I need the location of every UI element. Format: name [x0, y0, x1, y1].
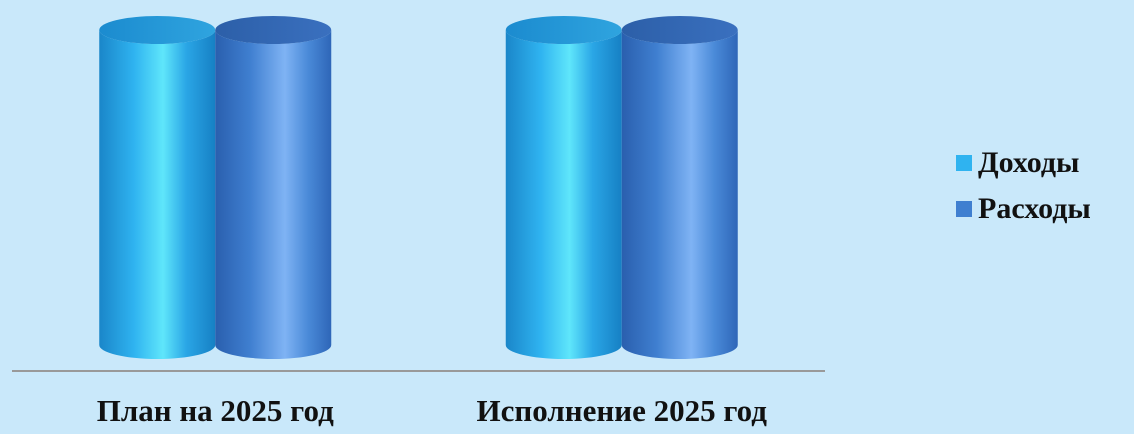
bar-top-0-0 — [99, 16, 216, 44]
bar-body-0-0 — [99, 30, 216, 360]
bar-top-0-1 — [505, 16, 622, 44]
bar-top-1-1 — [621, 16, 738, 44]
legend: Доходы Расходы — [956, 140, 1091, 232]
bar-body-0-1 — [505, 30, 622, 360]
category-label-1: Исполнение 2025 год — [477, 393, 768, 428]
legend-swatch-series-0 — [956, 155, 972, 171]
legend-item-series-1: Расходы — [956, 186, 1091, 232]
bar-0-1 — [505, 16, 622, 360]
legend-item-series-0: Доходы — [956, 140, 1091, 186]
bar-0-0 — [99, 16, 216, 360]
bar-1-0 — [215, 16, 332, 360]
category-label-0: План на 2025 год — [97, 393, 334, 428]
bar-1-1 — [621, 16, 738, 360]
bar-body-1-1 — [621, 30, 738, 360]
bar-top-1-0 — [215, 16, 332, 44]
bar-body-1-0 — [215, 30, 332, 360]
legend-swatch-series-1 — [956, 201, 972, 217]
legend-label-series-1: Расходы — [978, 192, 1091, 225]
legend-label-series-0: Доходы — [978, 146, 1080, 179]
